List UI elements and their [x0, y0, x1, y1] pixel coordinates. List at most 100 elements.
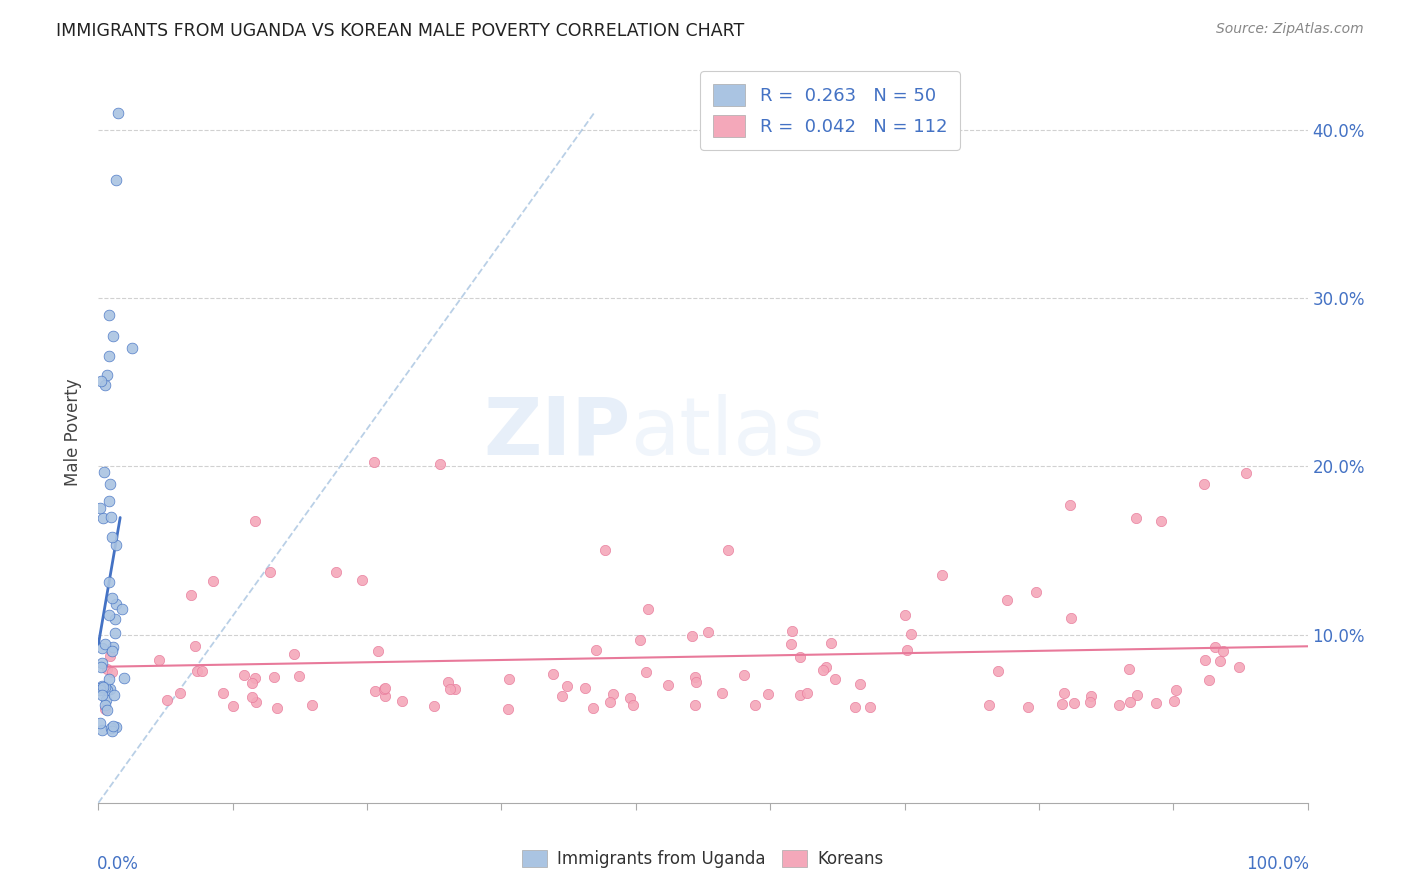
Point [96, 703, 118, 717]
Point [599, 695, 621, 709]
Point [94, 698, 117, 712]
Point [717, 543, 740, 558]
Point [94, 378, 117, 392]
Point [91, 689, 114, 703]
Point [423, 699, 446, 714]
Point [813, 663, 835, 677]
Point [103, 688, 125, 702]
Point [243, 514, 266, 528]
Text: IMMIGRANTS FROM UGANDA VS KOREAN MALE POVERTY CORRELATION CHART: IMMIGRANTS FROM UGANDA VS KOREAN MALE PO… [56, 22, 745, 40]
Point [363, 455, 385, 469]
Point [896, 642, 918, 657]
Point [849, 676, 872, 690]
Point [1164, 683, 1187, 698]
Point [263, 670, 285, 684]
Point [1204, 640, 1226, 654]
Point [90, 659, 112, 673]
Point [685, 674, 707, 689]
Point [1025, 585, 1047, 599]
Point [93, 465, 115, 479]
Point [582, 701, 605, 715]
Point [683, 698, 706, 712]
Point [630, 633, 652, 648]
Point [1227, 660, 1250, 674]
Point [98, 575, 121, 590]
Point [105, 597, 128, 611]
Point [90, 374, 112, 388]
Point [191, 664, 214, 678]
Point [1126, 688, 1149, 702]
Point [1194, 653, 1216, 667]
Point [201, 574, 224, 589]
Point [98, 476, 121, 491]
Point [91, 679, 114, 693]
Point [121, 342, 143, 356]
Point [93, 636, 115, 650]
Point [101, 724, 124, 739]
Point [1234, 467, 1257, 481]
Point [894, 608, 917, 623]
Point [444, 681, 467, 696]
Point [156, 693, 179, 707]
Point [796, 685, 818, 699]
Text: 0.0%: 0.0% [97, 855, 139, 872]
Point [439, 682, 461, 697]
Point [574, 681, 596, 695]
Point [352, 573, 374, 587]
Point [98, 649, 121, 664]
Point [91, 680, 114, 694]
Point [619, 691, 641, 706]
Point [789, 689, 811, 703]
Point [232, 668, 254, 682]
Point [105, 538, 128, 552]
Point [1017, 700, 1039, 714]
Point [373, 681, 395, 696]
Point [104, 720, 127, 734]
Point [374, 689, 396, 703]
Point [211, 686, 233, 700]
Point [103, 719, 125, 733]
Point [551, 690, 574, 704]
Point [101, 530, 124, 544]
Point [367, 643, 389, 657]
Point [541, 667, 564, 681]
Point [259, 566, 281, 580]
Point [104, 173, 127, 187]
Point [1212, 644, 1234, 658]
Point [602, 688, 624, 702]
Point [931, 568, 953, 582]
Point [101, 644, 124, 658]
Point [169, 686, 191, 700]
Point [111, 602, 134, 616]
Point [100, 721, 122, 735]
Point [90, 640, 112, 655]
Text: ZIP: ZIP [484, 393, 630, 472]
Point [1119, 695, 1142, 709]
Point [429, 457, 451, 471]
Point [844, 699, 866, 714]
Point [96, 683, 118, 698]
Point [585, 643, 607, 657]
Point [681, 629, 703, 643]
Point [184, 640, 207, 654]
Point [96, 662, 118, 676]
Point [104, 612, 127, 626]
Point [1063, 696, 1085, 710]
Point [782, 624, 804, 638]
Point [222, 698, 245, 713]
Point [91, 656, 114, 670]
Text: Source: ZipAtlas.com: Source: ZipAtlas.com [1216, 22, 1364, 37]
Point [789, 649, 811, 664]
Point [98, 494, 121, 508]
Point [112, 671, 135, 685]
Point [364, 683, 387, 698]
Point [1050, 697, 1073, 711]
Point [245, 695, 267, 709]
Point [288, 669, 311, 683]
Point [97, 608, 120, 623]
Point [977, 698, 1000, 712]
Point [1208, 654, 1230, 668]
Point [593, 543, 616, 558]
Point [756, 687, 779, 701]
Point [657, 678, 679, 692]
